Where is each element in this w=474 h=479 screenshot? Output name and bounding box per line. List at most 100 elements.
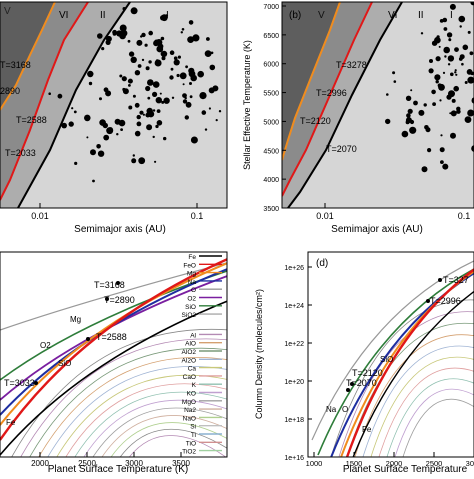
scatter-b-point bbox=[453, 86, 459, 92]
scatter-a-point bbox=[158, 44, 164, 50]
scatter-a-point bbox=[191, 137, 198, 144]
annotation-c-4: O2 bbox=[40, 341, 51, 350]
scatter-a-point bbox=[148, 60, 151, 63]
scatter-a-point bbox=[136, 40, 142, 46]
scatter-b-point bbox=[413, 101, 418, 106]
legend-label-c: NaO bbox=[183, 415, 196, 422]
annotation-d-4: T=2070 bbox=[346, 378, 377, 388]
scatter-b-point bbox=[436, 56, 441, 61]
scatter-a-point bbox=[103, 135, 109, 141]
scatter-a-point bbox=[48, 92, 51, 95]
scatter-a-point bbox=[147, 79, 154, 86]
scatter-a-point bbox=[172, 97, 174, 99]
scatter-a-point bbox=[123, 88, 129, 94]
legend-label-c: TiO bbox=[186, 440, 196, 447]
scatter-a-point bbox=[185, 115, 189, 119]
scatter-a-point bbox=[145, 44, 148, 47]
ytick-label-b: 5000 bbox=[263, 119, 279, 126]
annotation-b-0: T=3278 bbox=[336, 60, 367, 70]
scatter-a-point bbox=[160, 93, 162, 95]
scatter-b-point bbox=[454, 47, 459, 52]
scatter-a-point bbox=[69, 121, 74, 126]
scatter-a-point bbox=[74, 162, 77, 165]
xtick-label-b-1: 0.1 bbox=[458, 211, 471, 221]
scatter-a-point bbox=[86, 136, 88, 138]
legend-label-c: CaO bbox=[183, 374, 196, 381]
region-label-a-v: V bbox=[4, 6, 11, 17]
ytick-label-b: 5500 bbox=[263, 91, 279, 98]
scatter-a-point bbox=[153, 109, 155, 111]
ytick-label-b: 4500 bbox=[263, 148, 279, 155]
scatter-a-point bbox=[231, 102, 236, 107]
scatter-a-point bbox=[89, 82, 92, 85]
scatter-a-point bbox=[103, 123, 108, 128]
scatter-a-point bbox=[135, 104, 139, 108]
legend-label-c: Ca bbox=[188, 366, 197, 373]
scatter-a-point bbox=[174, 59, 180, 65]
scatter-a-point bbox=[154, 40, 158, 44]
scatter-a-point bbox=[116, 133, 118, 135]
scatter-a-point bbox=[133, 154, 135, 156]
region-label-b-v: V bbox=[318, 10, 325, 21]
scatter-a-point bbox=[205, 128, 207, 130]
legend-label-c: Na2 bbox=[184, 407, 196, 414]
scatter-b-point bbox=[436, 80, 439, 83]
scatter-b-point bbox=[392, 71, 395, 74]
legend-label-c: Si bbox=[190, 424, 196, 431]
scatter-a-point bbox=[153, 136, 155, 138]
panel-c: FeFeOMgNaOO2SiOSiO2AlAlOAlO2Al2OCaCaOKKO… bbox=[0, 252, 230, 474]
legend-label-c: SiO2 bbox=[182, 312, 197, 319]
scatter-b-point bbox=[385, 119, 390, 124]
scatter-b-point bbox=[444, 49, 446, 51]
scatter-a-point bbox=[211, 52, 214, 55]
scatter-b-point bbox=[450, 4, 456, 10]
region-label-a-i: I bbox=[166, 10, 169, 21]
scatter-a-point bbox=[216, 119, 218, 121]
annotation-b-2: T=2120 bbox=[300, 116, 331, 126]
scatter-a-point bbox=[58, 94, 63, 99]
scatter-a-point bbox=[128, 84, 131, 87]
scatter-a-point bbox=[187, 36, 194, 43]
scatter-a-point bbox=[189, 20, 194, 25]
scatter-a-point bbox=[145, 86, 150, 91]
scatter-a-point bbox=[131, 7, 138, 14]
ytick-label-d: 1e+22 bbox=[284, 341, 304, 348]
scatter-a-point bbox=[119, 75, 122, 78]
scatter-a-point bbox=[90, 149, 96, 155]
ytick-label-d: 1e+18 bbox=[284, 417, 304, 424]
scatter-b-point bbox=[449, 38, 451, 40]
legend-label-c: MgO bbox=[182, 399, 196, 406]
scatter-b-point bbox=[431, 90, 436, 95]
scatter-a-point bbox=[146, 124, 152, 130]
scatter-a-point bbox=[206, 37, 210, 41]
legend-label-c: SiO bbox=[185, 304, 196, 311]
scatter-a-point bbox=[161, 101, 164, 104]
xlabel-a: Semimajor axis (AU) bbox=[74, 224, 166, 235]
scatter-b-point bbox=[429, 59, 433, 63]
ytick-label-b: 3500 bbox=[263, 206, 279, 213]
ytick-label-d: 1e+24 bbox=[284, 303, 304, 310]
scatter-a-point bbox=[219, 110, 221, 112]
region-label-a-vi: VI bbox=[59, 10, 68, 21]
scatter-a-point bbox=[131, 57, 137, 63]
scatter-a-point bbox=[156, 97, 162, 103]
scatter-a-point bbox=[199, 92, 206, 99]
legend-label-c: Fe bbox=[188, 254, 196, 261]
ytick-label-d: 1e+20 bbox=[284, 379, 304, 386]
annotation-b-1: T=2996 bbox=[316, 88, 347, 98]
scatter-b-point bbox=[463, 45, 469, 51]
scatter-b-point bbox=[424, 103, 427, 106]
ytick-label-d: 1e+26 bbox=[284, 265, 304, 272]
panel-a: 0.01 0.1 Semimajor axis (AU) V VI II I T… bbox=[0, 0, 238, 235]
legend-label-c: FeO bbox=[183, 262, 196, 269]
scatter-a-point bbox=[143, 114, 145, 116]
annotation-a-2: T=2588 bbox=[16, 115, 47, 125]
scatter-b-point bbox=[448, 63, 450, 65]
scatter-b-point bbox=[442, 164, 448, 170]
annotation-d-1: T=2996 bbox=[430, 296, 461, 306]
legend-label-c: TiO2 bbox=[182, 449, 196, 456]
annotation-d-6: O bbox=[342, 405, 348, 414]
scatter-b-point bbox=[440, 147, 445, 152]
scatter-b-point bbox=[444, 55, 446, 57]
scatter-b-point bbox=[446, 95, 451, 100]
